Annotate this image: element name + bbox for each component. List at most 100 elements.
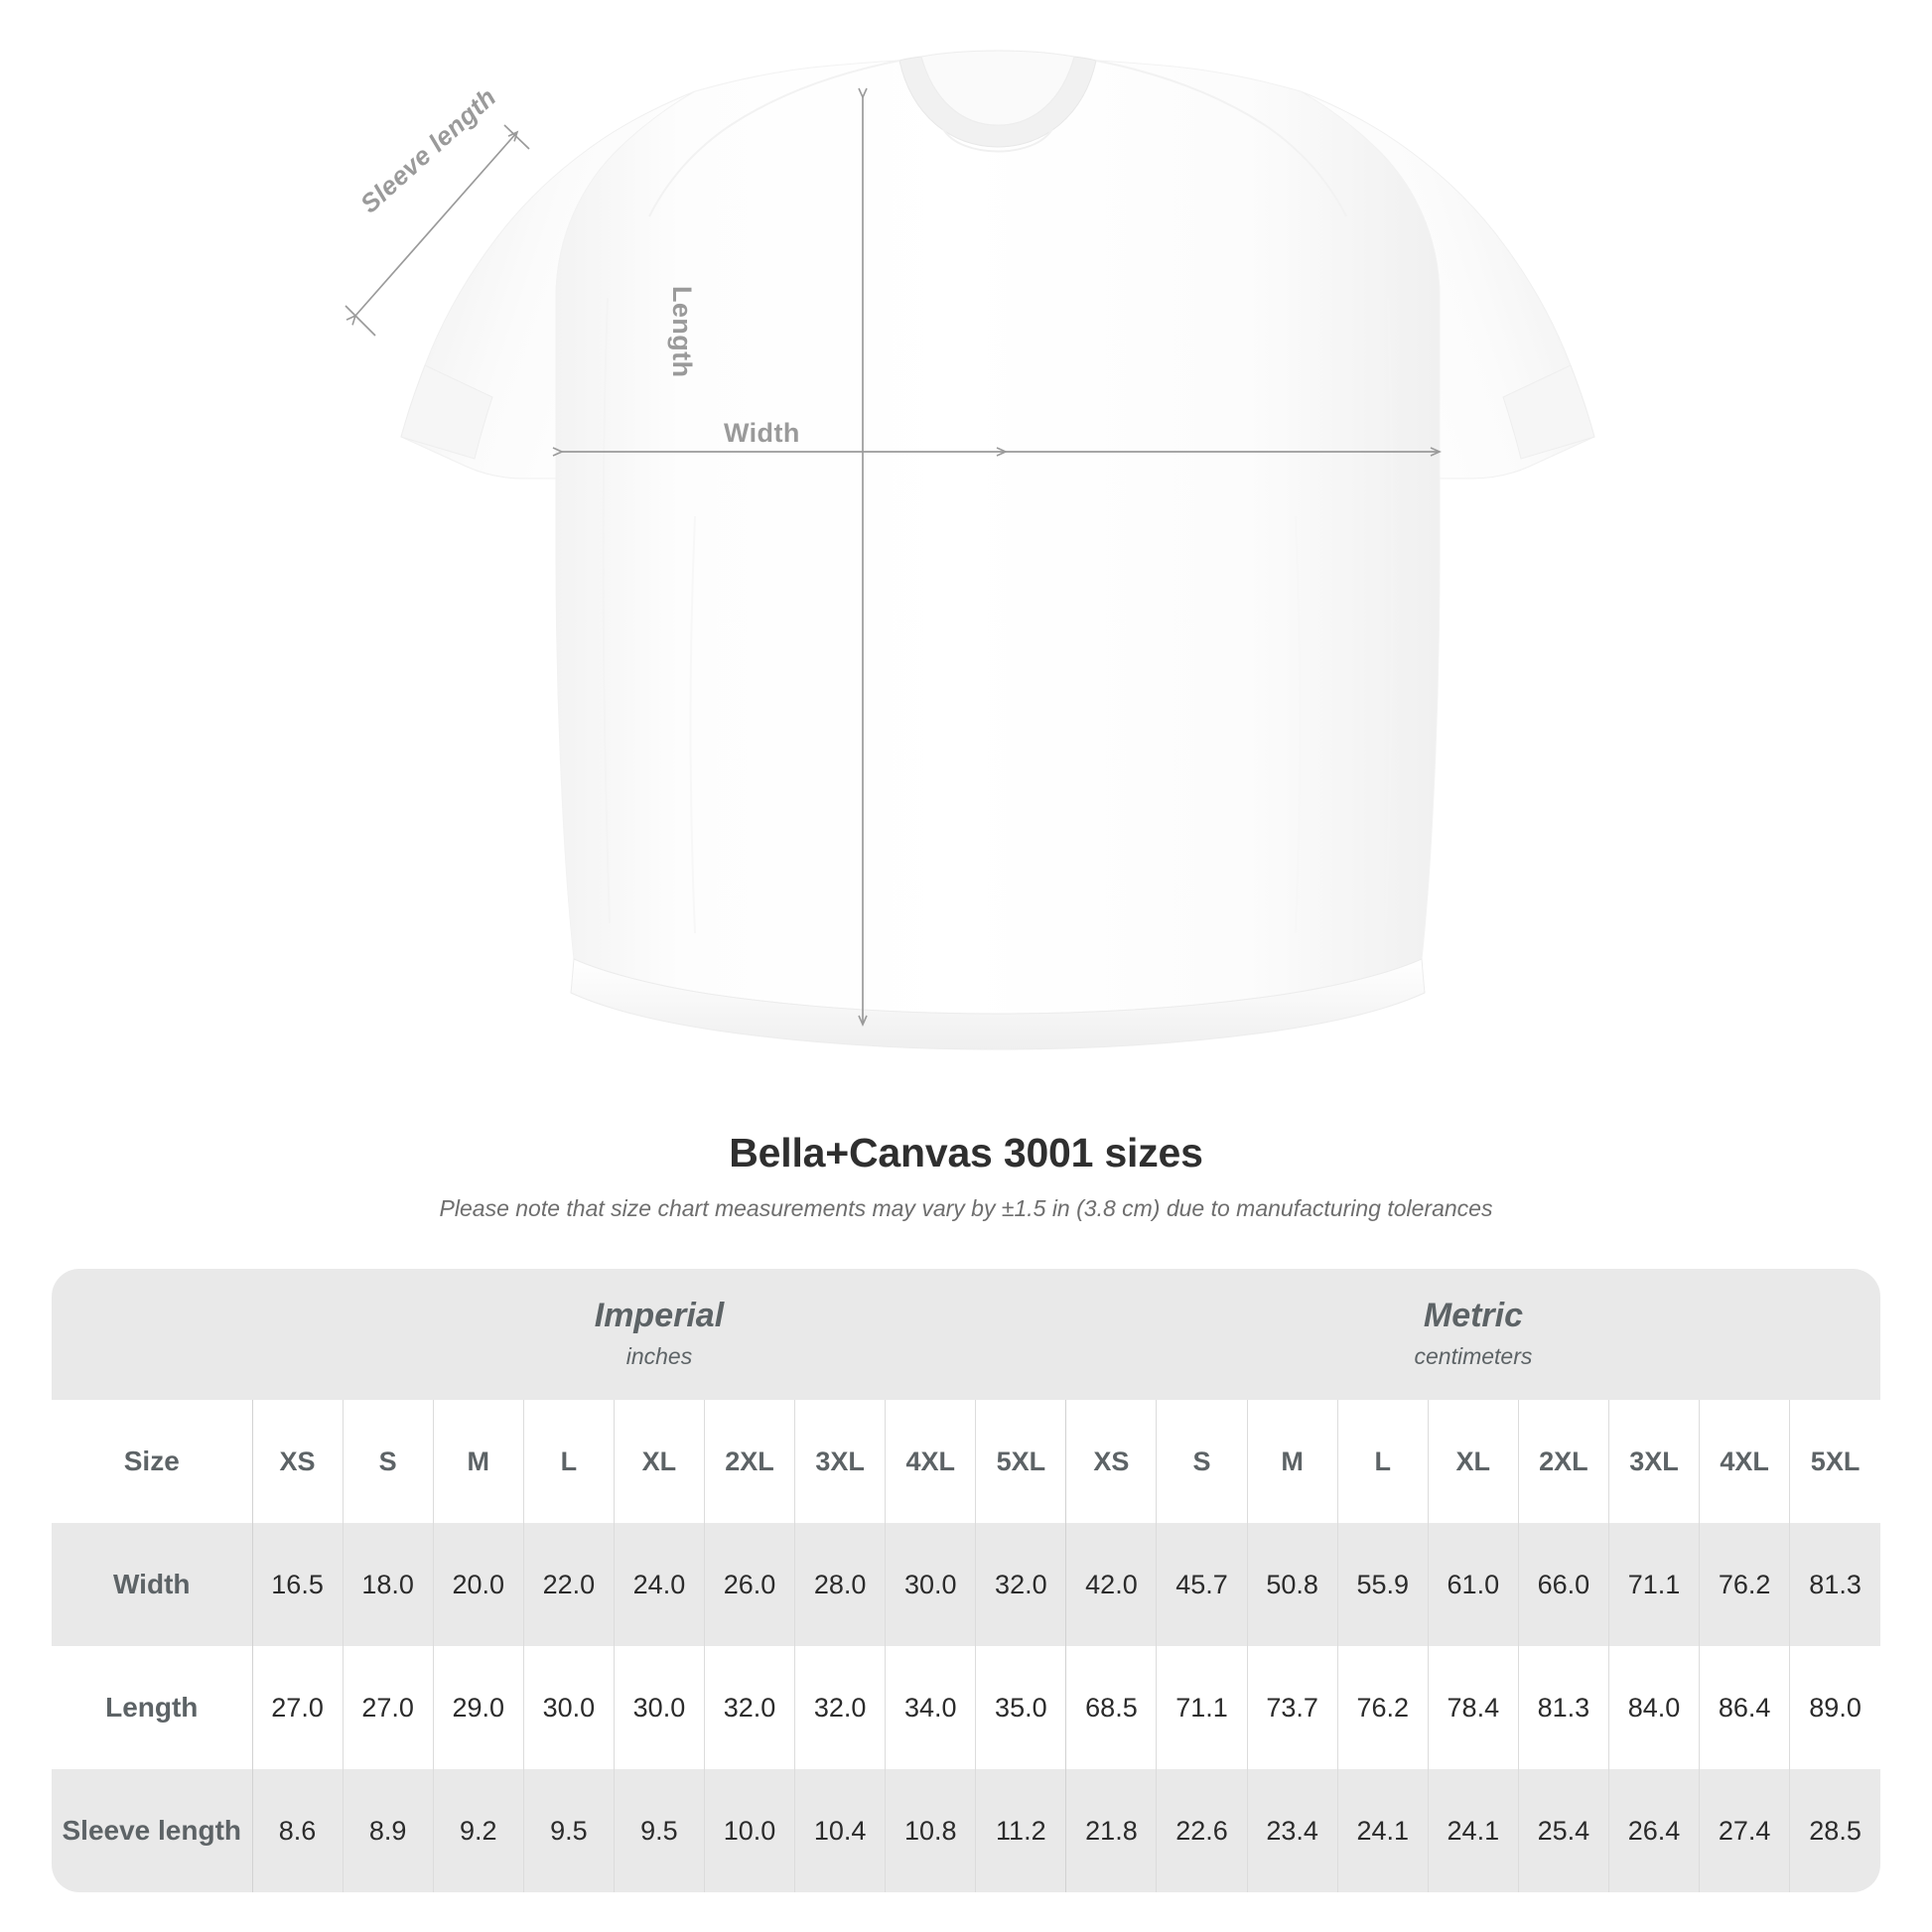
row-label-sleeve-length: Sleeve length bbox=[52, 1769, 253, 1892]
header-cell-imperial-2xl: 2XL bbox=[703, 1400, 795, 1523]
unit-imperial-sub: inches bbox=[625, 1343, 693, 1370]
cell-length-imperial-4xl: 34.0 bbox=[885, 1646, 976, 1769]
tshirt-diagram bbox=[345, 50, 1595, 1050]
header-cell-imperial-4xl: 4XL bbox=[885, 1400, 976, 1523]
cell-length-imperial-3xl: 32.0 bbox=[794, 1646, 886, 1769]
cell-length-metric-xs: 68.5 bbox=[1065, 1646, 1157, 1769]
cell-width-imperial-3xl: 28.0 bbox=[794, 1523, 886, 1646]
cell-width-metric-s: 45.7 bbox=[1156, 1523, 1248, 1646]
cell-length-imperial-s: 27.0 bbox=[342, 1646, 434, 1769]
table-row: Width 16.5 18.0 20.0 22.0 24.0 26.0 28.0… bbox=[52, 1523, 1880, 1646]
table-row: Sleeve length 8.6 8.9 9.2 9.5 9.5 10.0 1… bbox=[52, 1769, 1880, 1892]
cell-length-metric-l: 76.2 bbox=[1336, 1646, 1429, 1769]
cell-length-metric-5xl: 89.0 bbox=[1789, 1646, 1880, 1769]
header-cell-imperial-xs: XS bbox=[251, 1400, 344, 1523]
header-cell-metric-xl: XL bbox=[1427, 1400, 1519, 1523]
cell-sleeve-imperial-2xl: 10.0 bbox=[703, 1769, 795, 1892]
cell-length-metric-2xl: 81.3 bbox=[1517, 1646, 1609, 1769]
cell-sleeve-metric-xs: 21.8 bbox=[1065, 1769, 1157, 1892]
cell-width-metric-4xl: 76.2 bbox=[1699, 1523, 1790, 1646]
cell-sleeve-metric-5xl: 28.5 bbox=[1789, 1769, 1880, 1892]
cell-width-metric-xl: 61.0 bbox=[1427, 1523, 1519, 1646]
cell-length-imperial-xl: 30.0 bbox=[613, 1646, 705, 1769]
header-cell-metric-m: M bbox=[1246, 1400, 1338, 1523]
cell-sleeve-imperial-5xl: 11.2 bbox=[975, 1769, 1066, 1892]
header-cell-metric-xs: XS bbox=[1065, 1400, 1157, 1523]
cell-length-imperial-l: 30.0 bbox=[522, 1646, 615, 1769]
cell-width-imperial-5xl: 32.0 bbox=[975, 1523, 1066, 1646]
cell-length-metric-m: 73.7 bbox=[1246, 1646, 1338, 1769]
cell-width-metric-2xl: 66.0 bbox=[1517, 1523, 1609, 1646]
unit-metric-sub: centimeters bbox=[1414, 1343, 1533, 1370]
header-cell-imperial-m: M bbox=[432, 1400, 524, 1523]
header-cell-metric-5xl: 5XL bbox=[1789, 1400, 1880, 1523]
cell-width-metric-xs: 42.0 bbox=[1065, 1523, 1157, 1646]
table-row: Length 27.0 27.0 29.0 30.0 30.0 32.0 32.… bbox=[52, 1646, 1880, 1769]
cell-sleeve-imperial-xs: 8.6 bbox=[251, 1769, 344, 1892]
header-cell-metric-s: S bbox=[1156, 1400, 1248, 1523]
page-title: Bella+Canvas 3001 sizes bbox=[729, 1130, 1203, 1175]
unit-header-imperial: Imperial inches bbox=[252, 1269, 1066, 1400]
size-header-row: Size XS S M L XL 2XL 3XL 4XL 5XL XS S M … bbox=[52, 1400, 1880, 1523]
tshirt-illustration: Sleeve length Length Width bbox=[345, 50, 1595, 1050]
unit-header-metric: Metric centimeters bbox=[1065, 1269, 1880, 1400]
unit-imperial-name: Imperial bbox=[594, 1296, 725, 1334]
cell-length-metric-s: 71.1 bbox=[1156, 1646, 1248, 1769]
row-label-width: Width bbox=[52, 1523, 253, 1646]
cell-width-metric-m: 50.8 bbox=[1246, 1523, 1338, 1646]
cell-sleeve-metric-3xl: 26.4 bbox=[1607, 1769, 1700, 1892]
cell-sleeve-metric-xl: 24.1 bbox=[1427, 1769, 1519, 1892]
size-table-container: Imperial inches Metric centimeters Size … bbox=[52, 1269, 1880, 1892]
cell-sleeve-imperial-4xl: 10.8 bbox=[885, 1769, 976, 1892]
header-cell-imperial-3xl: 3XL bbox=[794, 1400, 886, 1523]
sleeve-tick-top bbox=[503, 124, 530, 150]
measurement-guides bbox=[345, 87, 1442, 1027]
header-cell-imperial-xl: XL bbox=[613, 1400, 705, 1523]
unit-metric-name: Metric bbox=[1423, 1296, 1524, 1334]
cell-width-metric-3xl: 71.1 bbox=[1607, 1523, 1700, 1646]
cell-width-metric-l: 55.9 bbox=[1336, 1523, 1429, 1646]
header-cell-metric-2xl: 2XL bbox=[1517, 1400, 1609, 1523]
cell-sleeve-imperial-3xl: 10.4 bbox=[794, 1769, 886, 1892]
cell-sleeve-metric-s: 22.6 bbox=[1156, 1769, 1248, 1892]
cell-width-imperial-4xl: 30.0 bbox=[885, 1523, 976, 1646]
header-cell-metric-3xl: 3XL bbox=[1607, 1400, 1700, 1523]
cell-width-imperial-xs: 16.5 bbox=[251, 1523, 344, 1646]
header-cell-metric-4xl: 4XL bbox=[1699, 1400, 1790, 1523]
cell-width-metric-5xl: 81.3 bbox=[1789, 1523, 1880, 1646]
cell-width-imperial-m: 20.0 bbox=[432, 1523, 524, 1646]
cell-length-metric-4xl: 86.4 bbox=[1699, 1646, 1790, 1769]
sleeve-arrow bbox=[345, 130, 519, 326]
cell-sleeve-metric-l: 24.1 bbox=[1336, 1769, 1429, 1892]
cell-sleeve-metric-2xl: 25.4 bbox=[1517, 1769, 1609, 1892]
cell-length-imperial-2xl: 32.0 bbox=[703, 1646, 795, 1769]
header-cell-imperial-l: L bbox=[522, 1400, 615, 1523]
header-cell-metric-l: L bbox=[1336, 1400, 1429, 1523]
cell-length-imperial-m: 29.0 bbox=[432, 1646, 524, 1769]
width-label: Width bbox=[724, 418, 800, 448]
caption-block: Bella+Canvas 3001 sizes Please note that… bbox=[0, 1130, 1932, 1222]
header-cell-imperial-5xl: 5XL bbox=[975, 1400, 1066, 1523]
cell-length-metric-3xl: 84.0 bbox=[1607, 1646, 1700, 1769]
header-cell-imperial-s: S bbox=[342, 1400, 434, 1523]
sleeve-tick-bottom bbox=[345, 305, 376, 337]
cell-length-imperial-5xl: 35.0 bbox=[975, 1646, 1066, 1769]
tolerance-note: Please note that size chart measurements… bbox=[439, 1195, 1493, 1221]
cell-sleeve-imperial-s: 8.9 bbox=[342, 1769, 434, 1892]
cell-width-imperial-l: 22.0 bbox=[522, 1523, 615, 1646]
length-label: Length bbox=[667, 286, 697, 378]
header-cell-size: Size bbox=[52, 1400, 253, 1523]
row-label-length: Length bbox=[52, 1646, 253, 1769]
cell-sleeve-metric-m: 23.4 bbox=[1246, 1769, 1338, 1892]
cell-sleeve-imperial-xl: 9.5 bbox=[613, 1769, 705, 1892]
cell-width-imperial-2xl: 26.0 bbox=[703, 1523, 795, 1646]
cell-width-imperial-s: 18.0 bbox=[342, 1523, 434, 1646]
cell-sleeve-metric-4xl: 27.4 bbox=[1699, 1769, 1790, 1892]
unit-header-spacer bbox=[52, 1269, 253, 1400]
size-table: Imperial inches Metric centimeters Size … bbox=[52, 1269, 1880, 1892]
unit-header-row: Imperial inches Metric centimeters bbox=[52, 1269, 1880, 1400]
cell-sleeve-imperial-m: 9.2 bbox=[432, 1769, 524, 1892]
tshirt-body-shape bbox=[400, 50, 1595, 1050]
cell-width-imperial-xl: 24.0 bbox=[613, 1523, 705, 1646]
